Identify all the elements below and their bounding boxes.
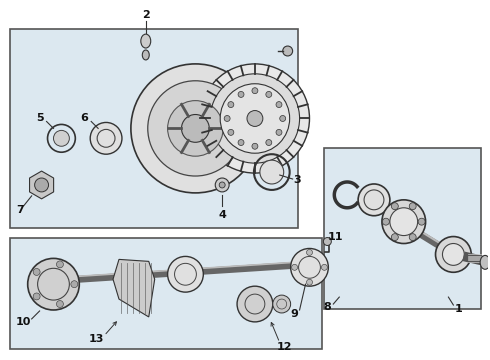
Circle shape: [442, 243, 465, 265]
Circle shape: [323, 238, 331, 246]
Ellipse shape: [142, 50, 149, 60]
Text: 8: 8: [323, 302, 331, 312]
Circle shape: [168, 256, 203, 292]
Circle shape: [409, 234, 416, 240]
Circle shape: [35, 178, 49, 192]
Circle shape: [382, 218, 390, 225]
Circle shape: [71, 281, 78, 288]
Polygon shape: [113, 260, 155, 317]
Ellipse shape: [480, 255, 490, 269]
Polygon shape: [29, 171, 53, 199]
Circle shape: [280, 116, 286, 121]
Text: 13: 13: [89, 334, 104, 344]
Circle shape: [390, 208, 417, 235]
Text: 11: 11: [327, 231, 343, 242]
Circle shape: [53, 130, 70, 146]
Circle shape: [252, 143, 258, 149]
Circle shape: [418, 218, 425, 225]
Circle shape: [392, 234, 398, 240]
Circle shape: [238, 91, 244, 98]
Circle shape: [392, 203, 398, 210]
Circle shape: [131, 64, 260, 193]
Circle shape: [276, 102, 282, 108]
Circle shape: [219, 182, 225, 188]
Text: 4: 4: [218, 210, 226, 220]
Bar: [324, 148, 481, 309]
Circle shape: [224, 116, 230, 121]
Text: 5: 5: [36, 113, 44, 123]
Circle shape: [266, 140, 272, 145]
Circle shape: [228, 129, 234, 135]
Bar: [10, 238, 322, 349]
Circle shape: [260, 160, 284, 184]
Circle shape: [382, 200, 426, 243]
Circle shape: [307, 279, 313, 285]
Circle shape: [56, 261, 63, 268]
Text: 2: 2: [142, 10, 149, 20]
Circle shape: [220, 84, 290, 153]
Circle shape: [148, 81, 243, 176]
Circle shape: [238, 140, 244, 145]
Circle shape: [210, 74, 299, 163]
Circle shape: [215, 178, 229, 192]
Circle shape: [307, 249, 313, 255]
Text: 1: 1: [454, 304, 462, 314]
Circle shape: [291, 248, 328, 286]
Circle shape: [321, 264, 327, 270]
Circle shape: [292, 264, 297, 270]
Circle shape: [358, 184, 390, 216]
Text: 3: 3: [294, 175, 301, 185]
Circle shape: [90, 122, 122, 154]
Text: 10: 10: [16, 317, 31, 327]
Circle shape: [252, 88, 258, 94]
Circle shape: [33, 293, 40, 300]
Circle shape: [200, 64, 310, 173]
Circle shape: [247, 111, 263, 126]
Bar: [10, 29, 297, 228]
Circle shape: [33, 269, 40, 275]
Circle shape: [276, 129, 282, 135]
Circle shape: [237, 286, 273, 322]
Circle shape: [266, 91, 272, 98]
Circle shape: [56, 301, 63, 307]
Circle shape: [283, 46, 293, 56]
Circle shape: [273, 295, 291, 313]
Text: 6: 6: [80, 113, 88, 123]
Circle shape: [228, 102, 234, 108]
Text: 7: 7: [16, 205, 24, 215]
Circle shape: [28, 258, 79, 310]
Circle shape: [168, 100, 223, 156]
Circle shape: [409, 203, 416, 210]
Text: 9: 9: [291, 309, 298, 319]
Circle shape: [181, 114, 209, 142]
Circle shape: [436, 237, 471, 272]
Text: 12: 12: [277, 342, 293, 352]
Ellipse shape: [141, 34, 151, 48]
